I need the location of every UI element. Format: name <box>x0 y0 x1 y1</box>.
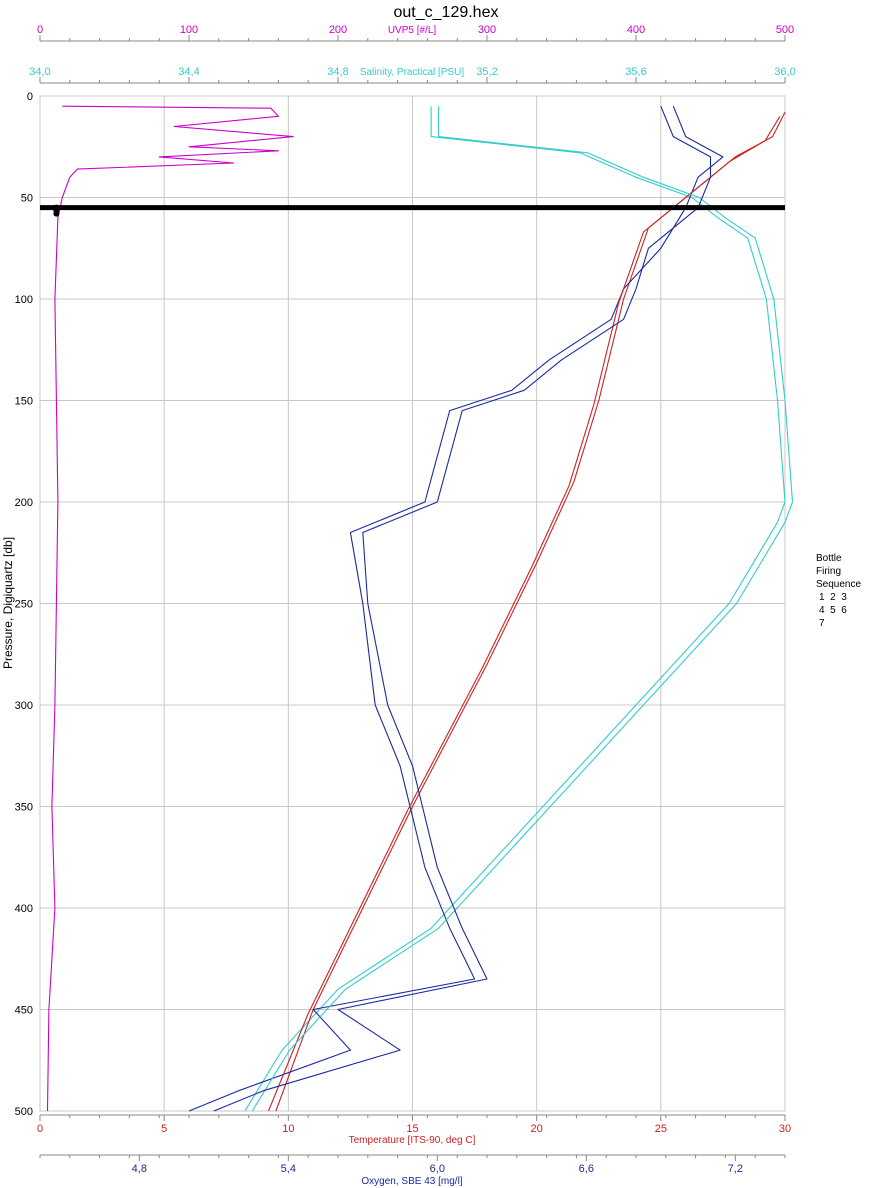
bottle-markers <box>40 204 785 217</box>
chart-title: out_c_129.hex <box>394 4 499 21</box>
salinity-tick-label: 35,6 <box>625 66 646 78</box>
temperature-tick-label: 25 <box>655 1123 667 1135</box>
salinity-profile-line <box>251 106 794 1112</box>
temperature-tick-label: 20 <box>531 1123 543 1135</box>
legend-title-line: Sequence <box>816 579 862 590</box>
pressure-tick-label: 50 <box>21 193 33 205</box>
temperature-tick-label: 10 <box>282 1123 294 1135</box>
uvp-tick-label: 300 <box>478 24 496 36</box>
pressure-tick-label: 300 <box>15 700 33 712</box>
pressure-tick-label: 250 <box>15 599 33 611</box>
salinity-tick-label: 36,0 <box>774 66 795 78</box>
oxygen-tick-label: 4,8 <box>132 1163 147 1175</box>
pressure-tick-label: 200 <box>15 497 33 509</box>
temperature-tick-label: 5 <box>161 1123 167 1135</box>
legend-title-line: Firing <box>816 566 842 577</box>
uvp-profile-line <box>46 105 294 1112</box>
pressure-tick-label: 0 <box>27 91 33 103</box>
legend-row: 1 2 3 <box>819 592 847 603</box>
legend-title-line: Bottle <box>816 553 842 564</box>
oxygen-tick-label: 6,0 <box>430 1163 445 1175</box>
salinity-tick-label: 35,2 <box>476 66 497 78</box>
temperature-tick-label: 0 <box>37 1123 43 1135</box>
oxygen-tick-label: 7,2 <box>728 1163 743 1175</box>
oxygen-tick-label: 6,6 <box>579 1163 594 1175</box>
uvp-tick-label: 500 <box>776 24 794 36</box>
pressure-tick-label: 350 <box>15 802 33 814</box>
oxygen-profile-line <box>213 105 712 1112</box>
pressure-tick-label: 500 <box>15 1106 33 1118</box>
bottle-firing-legend: Bottle Firing Sequence 1 2 3 4 5 6 7 <box>816 552 861 630</box>
uvp-tick-label: 200 <box>329 24 347 36</box>
uvp-tick-label: 400 <box>627 24 645 36</box>
temperature-profile-line <box>267 116 781 1112</box>
salinity-axis-label: Salinity, Practical [PSU] <box>360 67 465 78</box>
oxygen-tick-label: 5,4 <box>281 1163 296 1175</box>
oxygen-axis-label: Oxygen, SBE 43 [mg/l] <box>361 1176 462 1187</box>
pressure-tick-label: 150 <box>15 396 33 408</box>
legend-row: 4 5 6 <box>819 605 847 616</box>
uvp-tick-label: 100 <box>180 24 198 36</box>
temperature-axis-label: Temperature [ITS-90, deg C] <box>349 1135 476 1146</box>
salinity-tick-label: 34,4 <box>178 66 199 78</box>
pressure-tick-label: 400 <box>15 903 33 915</box>
data-series <box>46 105 794 1112</box>
salinity-tick-label: 34,0 <box>29 66 50 78</box>
salinity-profile-line <box>244 106 786 1112</box>
legend-row: 7 <box>819 618 825 629</box>
temperature-tick-label: 30 <box>779 1123 791 1135</box>
temperature-tick-label: 15 <box>406 1123 418 1135</box>
uvp-axis-label: UVP5 [#/L] <box>388 25 437 36</box>
temperature-profile-line <box>275 111 786 1112</box>
salinity-tick-label: 34,8 <box>327 66 348 78</box>
pressure-tick-label: 450 <box>15 1005 33 1017</box>
pressure-axis-label: Pressure, Digiquartz [db] <box>1 537 15 669</box>
grid-lines <box>39 95 786 1112</box>
bottle-marker-dot <box>53 210 60 217</box>
uvp-tick-label: 0 <box>37 24 43 36</box>
oxygen-profile-line <box>188 105 724 1112</box>
pressure-tick-label: 100 <box>15 294 33 306</box>
